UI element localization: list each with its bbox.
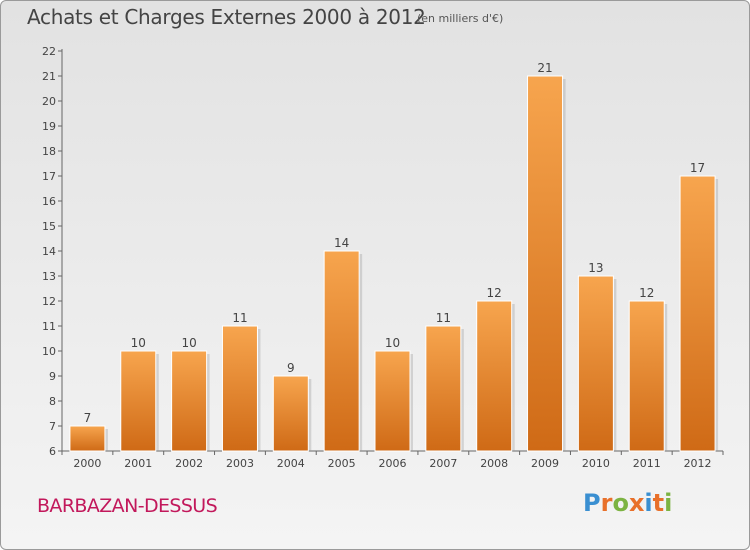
bar <box>628 300 665 452</box>
logo-letter: i <box>644 489 653 517</box>
chart-title: Achats et Charges Externes 2000 à 2012 <box>27 5 426 29</box>
bar <box>323 250 360 452</box>
y-tick-label: 6 <box>49 445 56 458</box>
data-label: 11 <box>232 311 247 325</box>
x-tick-label: 2003 <box>226 457 254 470</box>
logo-letter: x <box>628 489 645 517</box>
x-tick-label: 2007 <box>429 457 457 470</box>
bar <box>272 375 309 452</box>
data-label: 7 <box>84 411 92 425</box>
logo-letter: i <box>664 489 673 517</box>
commune-name: BARBAZAN-DESSUS <box>37 495 218 517</box>
y-tick-label: 11 <box>42 320 56 333</box>
data-label: 14 <box>334 236 349 250</box>
data-label: 9 <box>287 361 295 375</box>
x-tick-label: 2012 <box>684 457 712 470</box>
y-tick-label: 16 <box>42 195 56 208</box>
y-tick-label: 15 <box>42 220 56 233</box>
bar <box>374 350 411 452</box>
logo-letter: r <box>600 489 613 517</box>
data-label: 12 <box>639 286 654 300</box>
x-tick-label: 2008 <box>480 457 508 470</box>
data-label: 10 <box>385 336 400 350</box>
chart-subtitle: (en milliers d'€) <box>417 12 504 25</box>
x-tick-label: 2002 <box>175 457 203 470</box>
bar <box>425 325 462 452</box>
y-tick-label: 8 <box>49 395 56 408</box>
logo-letter: P <box>583 489 601 517</box>
x-tick-label: 2006 <box>379 457 407 470</box>
data-label: 21 <box>537 61 552 75</box>
x-tick-label: 2009 <box>531 457 559 470</box>
bar <box>476 300 513 452</box>
data-label: 12 <box>487 286 502 300</box>
y-tick-label: 13 <box>42 270 56 283</box>
data-label: 17 <box>690 161 705 175</box>
bar <box>69 425 106 452</box>
y-tick-label: 19 <box>42 120 56 133</box>
x-tick-label: 2000 <box>73 457 101 470</box>
x-tick-label: 2001 <box>124 457 152 470</box>
logo-letter: o <box>612 489 629 517</box>
y-tick-label: 10 <box>42 345 56 358</box>
y-tick-label: 12 <box>42 295 56 308</box>
y-tick-label: 21 <box>42 70 56 83</box>
bar <box>171 350 208 452</box>
data-label: 10 <box>181 336 196 350</box>
x-tick-label: 2005 <box>328 457 356 470</box>
x-tick-label: 2010 <box>582 457 610 470</box>
x-tick-label: 2004 <box>277 457 305 470</box>
y-tick-label: 7 <box>49 420 56 433</box>
data-label: 11 <box>436 311 451 325</box>
x-tick-labels: 2000 2001 2002 2003 2004 2005 2006 2007 2008 2009… <box>73 457 711 470</box>
bar <box>527 75 564 452</box>
bar <box>120 350 157 452</box>
y-tick-label: 9 <box>49 370 56 383</box>
y-tick-label: 18 <box>42 145 56 158</box>
bars <box>69 75 719 452</box>
y-tick-label: 14 <box>42 245 56 258</box>
data-label: 10 <box>131 336 146 350</box>
bar <box>679 175 716 452</box>
data-labels: 7 10 10 11 9 14 10 11 12 21 13 12 17 <box>84 61 706 425</box>
y-tick-label: 20 <box>42 95 56 108</box>
bar <box>577 275 614 452</box>
x-tick-label: 2011 <box>633 457 661 470</box>
y-tick-labels: 6 7 8 9 10 11 12 13 14 15 16 17 18 19 20 21 22 <box>42 45 56 458</box>
bar <box>221 325 258 452</box>
y-tick-label: 17 <box>42 170 56 183</box>
logo-letter: t <box>652 489 665 517</box>
data-label: 13 <box>588 261 603 275</box>
proxiti-logo: Proxiti <box>583 489 672 517</box>
y-tick-label: 22 <box>42 45 56 58</box>
